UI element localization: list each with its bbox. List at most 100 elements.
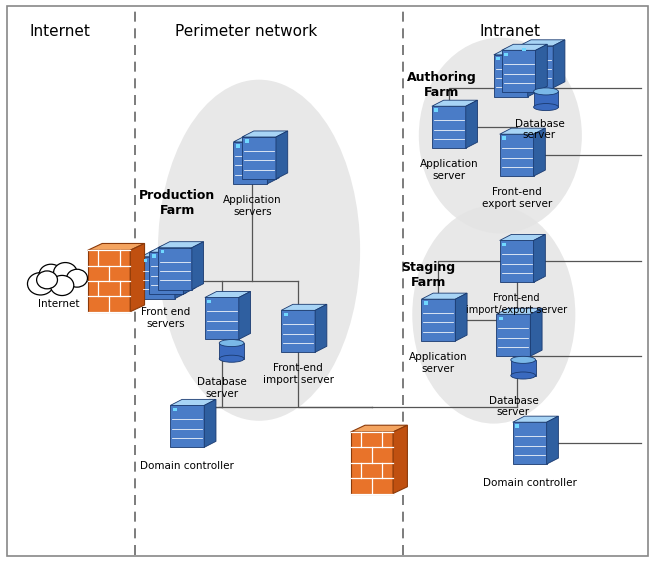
Polygon shape — [500, 241, 534, 282]
Ellipse shape — [419, 38, 582, 233]
Ellipse shape — [534, 88, 558, 95]
Bar — [173, 407, 177, 411]
Polygon shape — [149, 246, 195, 252]
Ellipse shape — [511, 356, 536, 364]
Polygon shape — [204, 400, 216, 447]
Polygon shape — [205, 297, 239, 339]
Polygon shape — [466, 100, 477, 148]
Text: Database
server: Database server — [515, 119, 565, 140]
Polygon shape — [534, 128, 546, 176]
Bar — [219, 343, 244, 359]
Polygon shape — [534, 234, 546, 282]
Bar — [496, 57, 500, 60]
Text: Domain controller: Domain controller — [483, 478, 576, 488]
Polygon shape — [432, 106, 466, 148]
Polygon shape — [350, 425, 407, 432]
Circle shape — [39, 264, 63, 284]
Polygon shape — [267, 136, 279, 184]
Polygon shape — [175, 251, 187, 298]
Ellipse shape — [219, 339, 244, 347]
Polygon shape — [239, 292, 251, 339]
Text: Application
servers: Application servers — [223, 196, 282, 217]
Polygon shape — [130, 243, 145, 312]
Circle shape — [37, 271, 58, 289]
Circle shape — [28, 273, 54, 295]
Polygon shape — [350, 432, 393, 493]
Bar — [143, 259, 147, 262]
Polygon shape — [276, 131, 288, 179]
Polygon shape — [149, 252, 183, 294]
Text: Application
server: Application server — [419, 159, 478, 181]
Polygon shape — [496, 308, 542, 314]
Polygon shape — [547, 416, 558, 464]
Polygon shape — [500, 134, 534, 176]
Polygon shape — [158, 242, 204, 248]
Bar — [284, 312, 288, 316]
Polygon shape — [502, 44, 548, 51]
Polygon shape — [421, 299, 455, 341]
Ellipse shape — [158, 80, 360, 421]
Circle shape — [50, 275, 74, 296]
Text: Front-end
import/export server: Front-end import/export server — [466, 293, 567, 315]
Text: Perimeter network: Perimeter network — [175, 24, 317, 39]
Ellipse shape — [412, 206, 575, 424]
Bar — [504, 53, 508, 56]
Polygon shape — [242, 137, 276, 179]
Bar — [160, 250, 164, 253]
Polygon shape — [183, 246, 195, 294]
Polygon shape — [513, 416, 558, 422]
Polygon shape — [502, 51, 536, 92]
Polygon shape — [500, 234, 546, 241]
Circle shape — [54, 262, 77, 283]
Polygon shape — [158, 248, 192, 289]
Bar — [236, 144, 240, 147]
Polygon shape — [141, 251, 187, 257]
Text: Staging
Farm: Staging Farm — [402, 261, 456, 289]
Circle shape — [67, 269, 88, 287]
Bar — [502, 137, 506, 140]
Bar — [502, 243, 506, 246]
Polygon shape — [513, 422, 547, 464]
Text: Internet: Internet — [38, 299, 79, 309]
Text: Front-end
import server: Front-end import server — [263, 363, 333, 385]
Bar — [499, 316, 503, 320]
Polygon shape — [242, 131, 288, 137]
Polygon shape — [421, 293, 467, 299]
Polygon shape — [170, 405, 204, 447]
Ellipse shape — [534, 103, 558, 111]
Polygon shape — [205, 292, 251, 297]
Ellipse shape — [511, 372, 536, 379]
Polygon shape — [500, 128, 546, 134]
Text: Database
server: Database server — [197, 377, 247, 399]
Bar — [208, 300, 212, 303]
Polygon shape — [553, 40, 565, 88]
Bar — [434, 108, 438, 112]
Text: Internet: Internet — [29, 24, 90, 39]
Bar — [511, 360, 536, 375]
Polygon shape — [519, 46, 553, 88]
Bar — [152, 255, 156, 258]
Bar — [245, 139, 249, 143]
Ellipse shape — [219, 355, 244, 362]
Bar — [534, 92, 558, 107]
Text: Domain controller: Domain controller — [140, 461, 234, 471]
Polygon shape — [170, 400, 216, 405]
Polygon shape — [536, 44, 548, 92]
Polygon shape — [455, 293, 467, 341]
Polygon shape — [531, 308, 542, 356]
Polygon shape — [233, 136, 279, 142]
Text: Intranet: Intranet — [479, 24, 540, 39]
Polygon shape — [88, 243, 145, 250]
Bar — [522, 48, 526, 52]
Polygon shape — [494, 49, 540, 55]
Text: Application
server: Application server — [409, 352, 468, 374]
Text: Front-end
export server: Front-end export server — [481, 187, 552, 209]
Polygon shape — [528, 49, 540, 97]
Polygon shape — [281, 304, 327, 310]
Bar — [515, 424, 519, 428]
Polygon shape — [88, 250, 130, 312]
Polygon shape — [393, 425, 407, 493]
Polygon shape — [233, 142, 267, 184]
Polygon shape — [315, 304, 327, 352]
Polygon shape — [141, 257, 175, 298]
